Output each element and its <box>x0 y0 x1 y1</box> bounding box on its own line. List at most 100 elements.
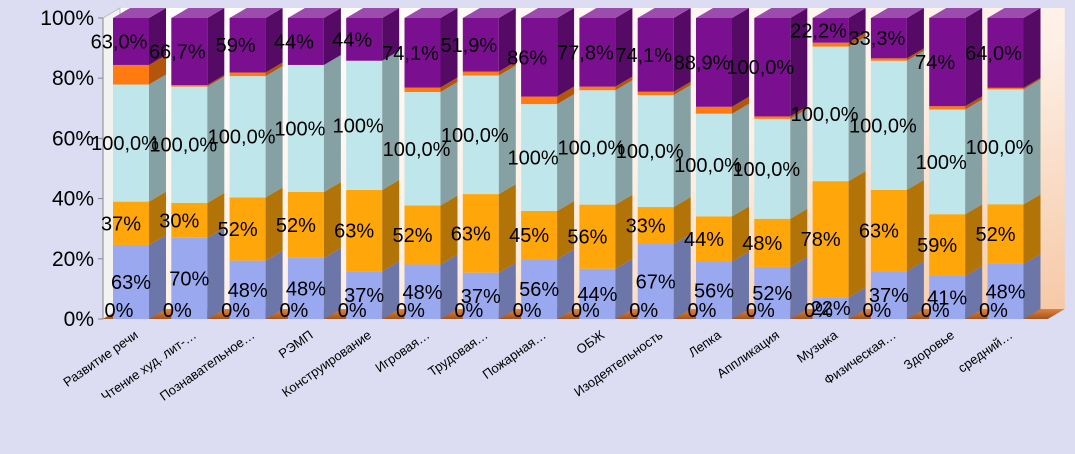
bar-segment-front <box>229 76 266 198</box>
bar-segment-side <box>790 256 808 319</box>
bar-stack <box>637 8 691 319</box>
bar-segment-front <box>404 87 441 93</box>
bar-segment-side <box>732 103 749 217</box>
bar-segment-front <box>287 257 324 319</box>
bar-segment-front <box>579 204 616 269</box>
bar-segment-front <box>754 118 791 219</box>
bar-segment <box>521 8 575 97</box>
x-category-label: Пожарная… <box>480 327 549 382</box>
data-label: 100,0% <box>966 137 1034 159</box>
data-label: 78% <box>801 229 841 251</box>
bar-segment <box>637 81 691 96</box>
bar-segment-front <box>521 18 558 97</box>
x-category-label: Игровая… <box>372 327 432 375</box>
bar-segment-side <box>382 8 400 61</box>
bar-segment <box>579 80 633 205</box>
data-label: 70% <box>169 268 209 290</box>
bar-segment-side <box>732 96 749 114</box>
bar-segment-side <box>382 50 400 190</box>
bar-segment <box>229 66 283 198</box>
bar-segment <box>113 54 166 85</box>
bar-segment-front <box>171 202 208 238</box>
bar-segment-side <box>848 32 866 47</box>
bar-segment-side <box>615 76 633 91</box>
bar-segment-side <box>1023 8 1041 88</box>
bar-segment-front <box>696 113 732 217</box>
bar-segment <box>404 77 458 93</box>
bar-stack <box>346 8 400 319</box>
bar-segment-side <box>615 194 633 269</box>
bar-segment-front <box>229 72 266 77</box>
bar-segment <box>637 85 691 208</box>
bar-stack <box>987 8 1041 319</box>
bar-stack <box>579 8 633 319</box>
bar-segment-front <box>637 18 674 92</box>
bar-segment-front <box>870 60 907 190</box>
bar-segment <box>346 261 400 319</box>
data-label: 0% <box>513 300 542 322</box>
data-label: 100% <box>274 118 325 140</box>
data-label: 100% <box>916 152 967 174</box>
data-label: 0% <box>279 300 308 322</box>
bar-segment <box>696 8 749 107</box>
data-label: 0% <box>804 300 833 322</box>
data-label: 59% <box>216 35 256 57</box>
bar-segment-side <box>498 184 516 273</box>
bar-segment-side <box>906 8 924 59</box>
bar-segment-side <box>673 85 691 208</box>
data-label: 100,0% <box>91 133 159 155</box>
data-label: 100% <box>333 115 384 137</box>
data-label: 30% <box>159 210 199 232</box>
data-label: 63% <box>859 221 899 243</box>
data-label: 0% <box>396 300 425 322</box>
bar-segment-side <box>848 8 866 43</box>
bar-segment <box>754 108 808 219</box>
bar-segment-front <box>870 189 907 272</box>
data-label: 0% <box>105 300 134 322</box>
data-label: 56% <box>567 227 607 249</box>
bar-segment <box>987 79 1041 205</box>
data-label: 48% <box>228 280 268 302</box>
bar-segment <box>696 96 749 114</box>
bar-segment <box>462 65 516 195</box>
bar-segment-side <box>557 249 575 319</box>
bar-segment-front <box>462 194 499 273</box>
bar-segment-side <box>673 197 691 245</box>
x-category-label: РЭМП <box>276 327 316 361</box>
data-label: 0% <box>454 300 483 322</box>
bar-stack <box>929 8 983 319</box>
bar-segment-side <box>149 54 166 85</box>
bar-segment-side <box>1023 79 1041 205</box>
bar-segment-front <box>287 64 324 192</box>
bar-segment <box>812 287 866 319</box>
bar-segment <box>812 8 866 43</box>
bar-segment-front <box>929 109 966 215</box>
bar-segment-front <box>229 18 266 73</box>
bar-segment <box>579 8 633 87</box>
bar-segment <box>579 76 633 91</box>
bar-segment-front <box>929 214 966 276</box>
bar-segment-side <box>323 181 341 258</box>
bar-segment-front <box>929 106 966 110</box>
bar-segment-side <box>732 251 749 319</box>
data-label: 0% <box>629 300 658 322</box>
data-label: 44% <box>274 31 314 53</box>
data-label: 100,0% <box>726 57 794 79</box>
bar-segment <box>346 8 400 61</box>
bar-segment-side <box>906 261 924 319</box>
bar-segment-front <box>521 210 558 260</box>
bar-segment-front <box>229 197 266 261</box>
bar-segment <box>579 258 633 319</box>
bar-segment-front <box>404 205 441 265</box>
bar-segment-side <box>557 86 575 105</box>
bar-segment-front <box>346 60 383 190</box>
bar-segment-side <box>207 76 225 203</box>
bar-segment-front <box>287 191 324 258</box>
bar-segment <box>229 250 283 319</box>
bar-segment <box>637 8 691 92</box>
bar-segment <box>521 200 575 260</box>
bar-segment-side <box>790 108 808 219</box>
bar-segment-front <box>812 297 849 319</box>
bar-segment-side <box>557 200 575 260</box>
bar-segment-side <box>965 8 983 107</box>
